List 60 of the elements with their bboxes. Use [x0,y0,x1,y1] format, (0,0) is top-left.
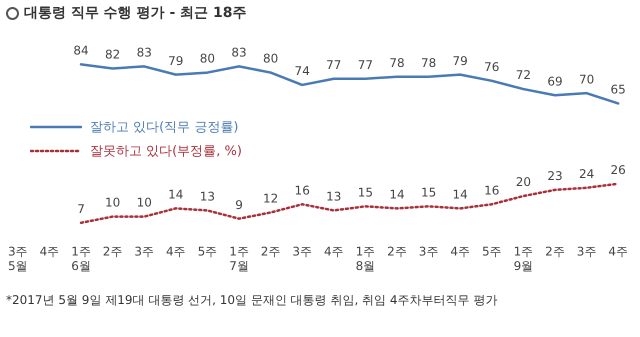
x-tick-label: 1주 7월 [229,244,249,273]
data-label: 9 [235,198,243,212]
data-label: 82 [104,48,120,62]
data-label: 14 [168,188,184,202]
data-label: 16 [294,183,310,198]
chart-title: 대통령 직무 수행 평가 - 최근 18주 [24,4,247,22]
data-label: 13 [200,190,216,204]
data-label: 16 [484,183,500,198]
data-label: 77 [358,58,374,72]
data-label: 10 [136,196,152,210]
data-label: 83 [231,46,247,60]
x-tick-label: 3주 [292,244,312,259]
x-tick-label: 2주 [545,244,565,259]
data-label: 80 [262,52,278,66]
data-label: 24 [578,166,594,181]
data-label: 80 [200,52,216,66]
data-label: 65 [610,82,626,97]
data-label: 72 [516,68,532,82]
legend-label: 잘못하고 있다(부정률, %) [90,143,242,160]
x-tick-label: 1주 8월 [356,244,376,273]
x-tick-label: 3주 [134,244,154,259]
x-tick-label: 2주 [387,244,407,259]
legend-label: 잘하고 있다(직무 긍정률) [90,119,238,136]
data-label: 14 [452,188,468,202]
x-tick-label: 3주 [576,244,596,259]
x-tick-label: 2주 [102,244,122,259]
x-tick-label: 4주 [450,244,470,259]
text: *2017년 5월 9일 제19대 대통령 선거, 10일 문재인 대통령 취임, 취임 4주차부터직무 평가 [6,292,498,309]
x-tick-label: 4주 [608,244,628,259]
data-label: 70 [578,72,594,86]
data-label: 74 [294,64,310,78]
data-label: 12 [262,192,278,206]
data-label: 13 [326,190,342,204]
data-label: 26 [610,162,626,177]
x-tick-label: 5주 [198,244,218,259]
data-label: 23 [547,168,563,183]
x-tick-label: 4주 [166,244,186,259]
data-label: 79 [452,54,468,68]
data-label: 77 [326,58,342,72]
data-label: 79 [168,54,184,68]
data-label: 10 [104,196,120,210]
data-label: 20 [516,175,532,190]
x-tick-label: 4주 [40,244,60,259]
data-label: 15 [358,185,374,200]
data-label: 84 [73,43,89,58]
x-tick-label: 4주 [324,244,344,259]
x-tick-label: 3주 [418,244,438,259]
data-label: 7 [77,202,85,216]
x-tick-label: 3주 5월 [8,244,28,273]
data-label: 83 [136,46,152,60]
data-label: 76 [484,60,500,74]
x-tick-label: 1주 9월 [514,244,534,273]
x-tick-label: 2주 [260,244,280,259]
data-label: 15 [420,185,436,200]
data-label: 78 [389,56,405,70]
data-label: 69 [547,74,563,88]
x-tick-label: 5주 [482,244,502,259]
data-label: 14 [389,188,405,202]
x-tick-label: 1주 6월 [71,244,91,273]
data-label: 78 [420,56,436,70]
